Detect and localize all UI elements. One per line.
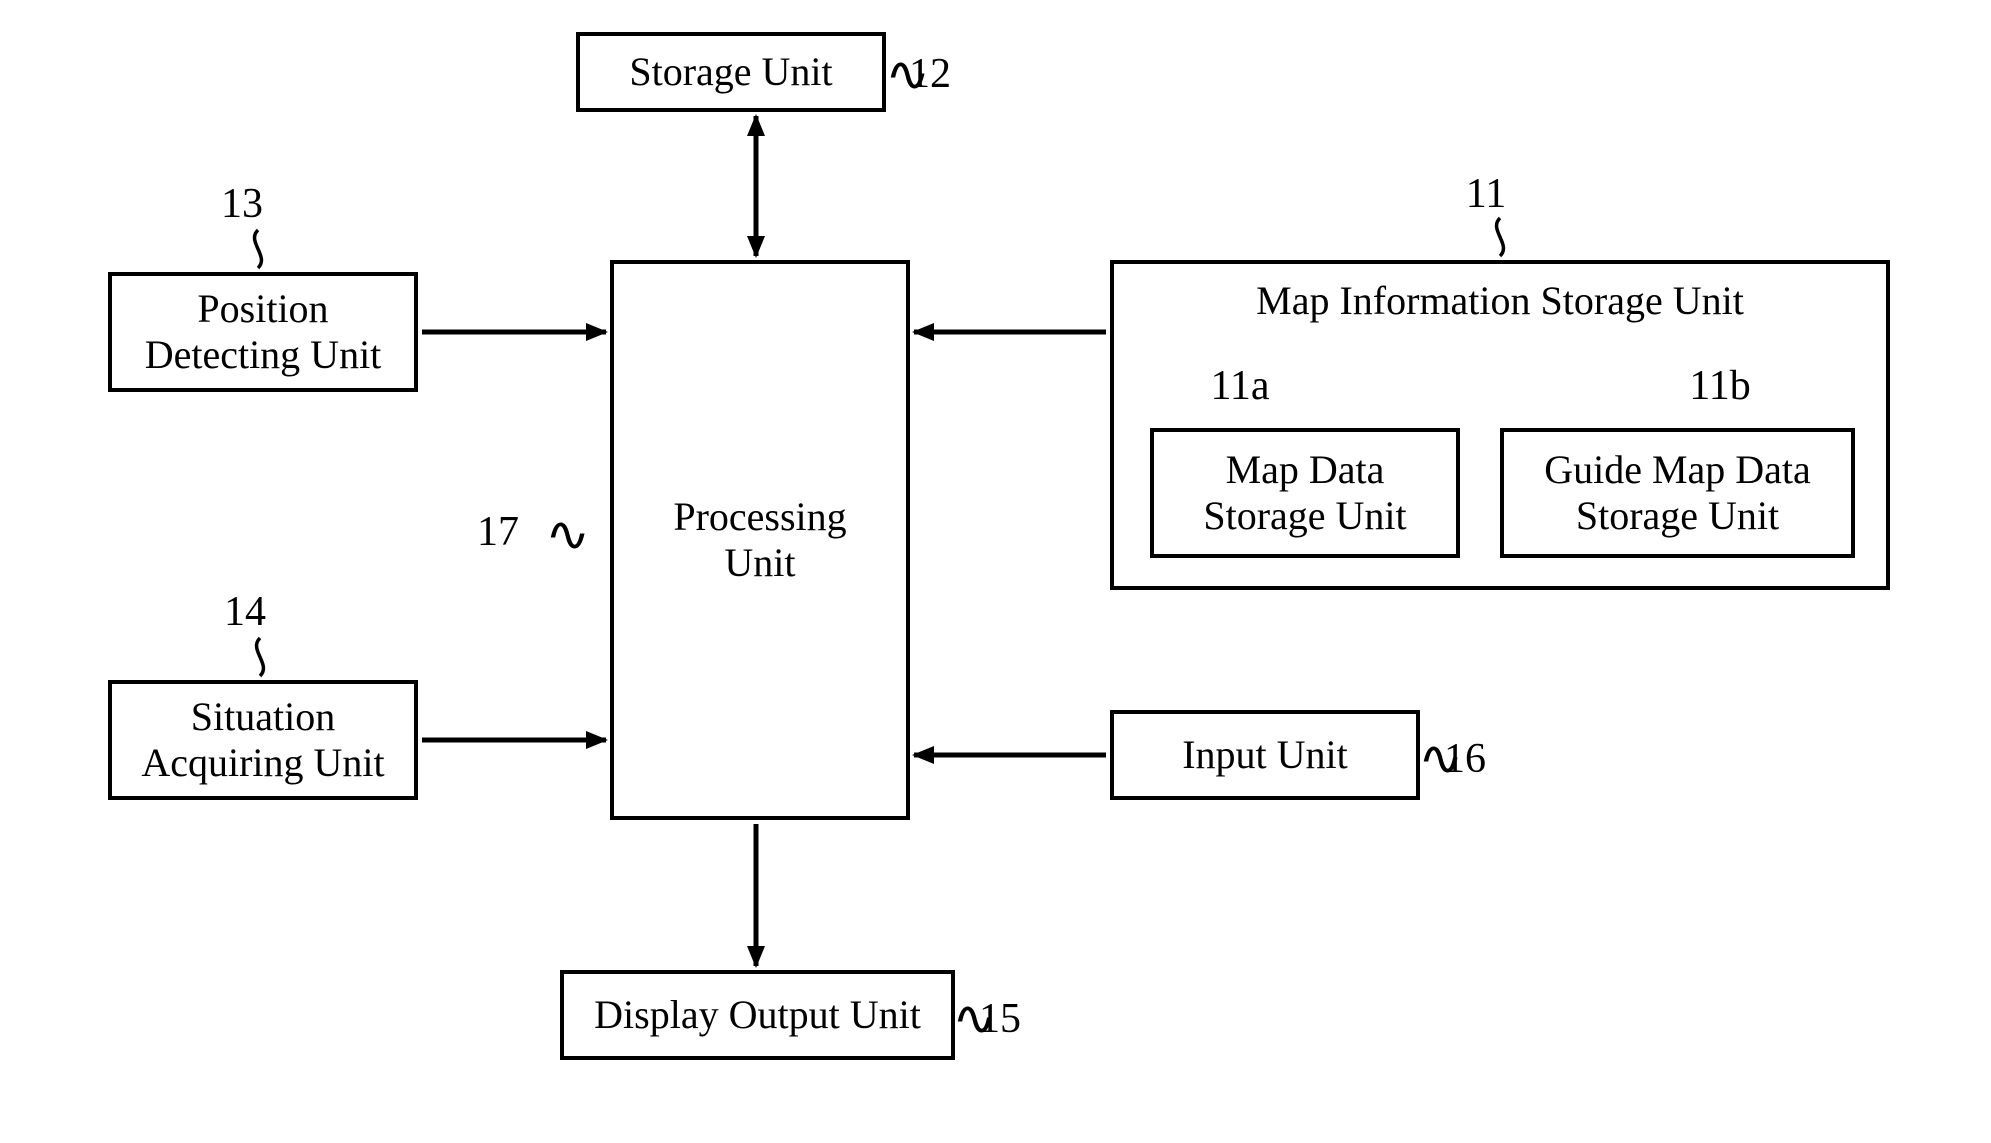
ref-map_data: 11a <box>1200 362 1280 410</box>
node-position: Position Detecting Unit <box>108 272 418 392</box>
node-map_data-text: Map Data Storage Unit <box>1203 447 1406 539</box>
node-storage: Storage Unit <box>576 32 886 112</box>
ref-situation: 14 <box>205 588 285 636</box>
node-display: Display Output Unit <box>560 970 955 1060</box>
node-storage-text: Storage Unit <box>629 49 832 95</box>
tilde-input: ∿ <box>1418 732 1463 788</box>
node-input-text: Input Unit <box>1182 732 1348 778</box>
node-map_data: Map Data Storage Unit <box>1150 428 1460 558</box>
node-guide_map: Guide Map Data Storage Unit <box>1500 428 1855 558</box>
node-map_info-title: Map Information Storage Unit <box>1256 278 1744 324</box>
node-guide_map-text: Guide Map Data Storage Unit <box>1544 447 1811 539</box>
node-situation-text: Situation Acquiring Unit <box>141 694 384 786</box>
tilde-processing: ∿ <box>545 508 590 564</box>
node-display-text: Display Output Unit <box>594 992 921 1038</box>
diagram-canvas: Storage Unit12∿Position Detecting Unit13… <box>0 0 1991 1143</box>
node-input: Input Unit <box>1110 710 1420 800</box>
ref-position: 13 <box>202 180 282 228</box>
ref-map_info: 11 <box>1446 170 1526 218</box>
tilde-display: ∿ <box>952 992 997 1048</box>
node-processing-text: Processing Unit <box>673 494 846 586</box>
ref-guide_map: 11b <box>1680 362 1760 410</box>
node-situation: Situation Acquiring Unit <box>108 680 418 800</box>
ref-processing: 17 <box>458 508 538 556</box>
tilde-storage: ∿ <box>885 48 930 104</box>
node-processing: Processing Unit <box>610 260 910 820</box>
node-position-text: Position Detecting Unit <box>145 286 382 378</box>
